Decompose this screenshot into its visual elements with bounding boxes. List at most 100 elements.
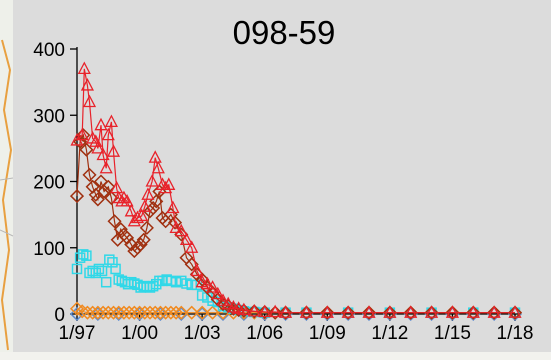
data-point (130, 240, 145, 255)
chart-title: 098-59 (233, 14, 336, 51)
map-road (0, 39, 13, 351)
data-point (179, 232, 194, 245)
x-tick-label: 1/15 (434, 323, 471, 344)
data-point (268, 305, 283, 320)
data-point (257, 304, 272, 320)
data-point (237, 302, 251, 316)
x-tick-label: 1/09 (309, 323, 346, 344)
data-point (151, 160, 165, 174)
data-point (116, 305, 131, 320)
data-point (93, 174, 109, 189)
data-point (139, 220, 154, 235)
data-point (153, 306, 168, 322)
data-point (341, 305, 355, 318)
data-point (142, 305, 158, 320)
data-point (169, 305, 184, 320)
data-point (158, 305, 173, 320)
y-tick-label: 400 (33, 40, 65, 61)
data-point (132, 305, 147, 320)
data-point (124, 237, 139, 252)
axes: 0 100 200 300 400 1/97 1/00 1/03 1/06 1/09 1/12 1/1… (33, 40, 533, 344)
data-point (76, 128, 91, 143)
data-point (147, 280, 159, 292)
y-tick-label: 100 (33, 239, 65, 260)
data-point (278, 305, 293, 318)
data-point (145, 174, 159, 187)
data-point (268, 304, 282, 318)
data-point (341, 305, 356, 320)
data-point (211, 286, 225, 300)
data-point (142, 204, 158, 219)
data-point (167, 215, 183, 230)
data-point (221, 296, 235, 310)
data-point (104, 254, 115, 265)
data-point (148, 305, 163, 320)
data-point (93, 263, 105, 275)
data-point (122, 305, 137, 320)
data-point (111, 306, 126, 322)
data-point (383, 305, 397, 318)
data-point (94, 117, 108, 131)
data-point (361, 305, 377, 320)
plot-background (13, 0, 551, 352)
data-point (107, 214, 122, 229)
data-point (101, 127, 115, 141)
data-point (258, 304, 272, 318)
data-point (97, 184, 112, 199)
data-point (141, 187, 155, 200)
data-point (174, 223, 188, 237)
data-point (101, 179, 116, 194)
series-layer (69, 61, 523, 322)
data-point (138, 199, 152, 212)
data-point (79, 142, 94, 157)
data-point (119, 230, 135, 245)
data-point (299, 305, 314, 318)
data-point (466, 305, 480, 318)
data-point (278, 305, 293, 320)
x-tick-label: 1/97 (59, 323, 96, 344)
data-point (110, 180, 124, 194)
data-point (69, 306, 85, 322)
data-point (403, 305, 418, 320)
data-point (74, 252, 86, 263)
data-point (320, 305, 335, 320)
data-point (96, 147, 110, 161)
map-street (0, 177, 14, 237)
data-point (159, 180, 173, 194)
data-point (148, 150, 162, 163)
y-tick-label: 0 (54, 305, 65, 326)
data-point (320, 305, 334, 318)
data-point (80, 78, 95, 91)
data-point (82, 94, 97, 108)
data-point (162, 177, 176, 190)
data-point (487, 305, 501, 318)
data-point (445, 306, 460, 322)
data-point (487, 306, 502, 322)
data-point (403, 306, 418, 322)
data-point (100, 276, 112, 288)
data-point (85, 305, 100, 320)
data-point (136, 232, 151, 247)
data-point (77, 61, 91, 75)
data-point (195, 306, 210, 322)
data-point (82, 167, 97, 182)
data-point (96, 265, 108, 277)
x-tick-label: 1/06 (246, 323, 283, 344)
data-point (130, 210, 145, 224)
data-point (174, 305, 189, 320)
data-point (184, 257, 199, 272)
data-point (101, 305, 116, 320)
data-point (111, 305, 126, 320)
data-point (110, 263, 121, 275)
data-point (247, 303, 261, 317)
data-point (508, 305, 522, 318)
data-point (166, 200, 180, 214)
data-point (144, 282, 156, 293)
x-tick-label: 1/18 (497, 323, 534, 344)
data-point (106, 305, 121, 320)
data-point (226, 301, 241, 316)
data-point (174, 306, 189, 322)
data-point (104, 114, 118, 128)
data-point (137, 305, 152, 320)
